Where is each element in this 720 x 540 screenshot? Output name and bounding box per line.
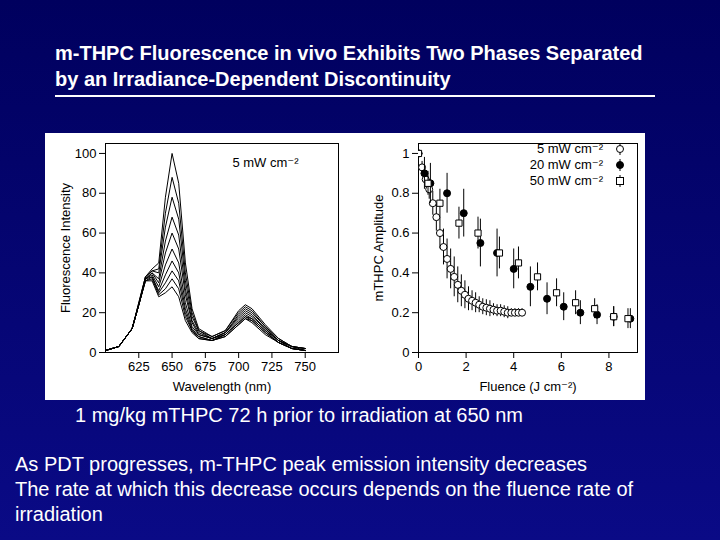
svg-text:100: 100 bbox=[75, 146, 97, 161]
svg-text:Fluorescence Intensity: Fluorescence Intensity bbox=[58, 182, 73, 313]
svg-text:8: 8 bbox=[605, 359, 612, 374]
svg-text:20: 20 bbox=[82, 305, 96, 320]
svg-text:750: 750 bbox=[294, 359, 316, 374]
html-text:m-THPC Fluorescence in vivo Ex: m-THPC Fluorescence in vivo Exhibits Two… bbox=[55, 42, 643, 90]
svg-text:675: 675 bbox=[195, 359, 217, 374]
svg-text:Fluence (J cm⁻²): Fluence (J cm⁻²) bbox=[479, 379, 576, 394]
svg-text:1: 1 bbox=[402, 146, 409, 161]
svg-text:6: 6 bbox=[558, 359, 565, 374]
svg-text:mTHPC Amplitude: mTHPC Amplitude bbox=[371, 195, 386, 302]
svg-text:700: 700 bbox=[228, 359, 250, 374]
svg-text:5 mW cm⁻²: 5 mW cm⁻² bbox=[232, 155, 299, 170]
svg-text:0: 0 bbox=[89, 345, 96, 360]
html-text:As PDT progresses, m-THPC peak: As PDT progresses, m-THPC peak emission … bbox=[15, 453, 588, 475]
svg-text:650: 650 bbox=[161, 359, 183, 374]
svg-text:2: 2 bbox=[462, 359, 469, 374]
svg-text:Wavelength (nm): Wavelength (nm) bbox=[173, 379, 272, 394]
svg-text:60: 60 bbox=[82, 225, 96, 240]
svg-text:0: 0 bbox=[415, 359, 422, 374]
svg-text:625: 625 bbox=[128, 359, 150, 374]
svg-text:0.8: 0.8 bbox=[391, 185, 409, 200]
html-text:The rate at which this decreas: The rate at which this decrease occurs d… bbox=[15, 478, 634, 525]
svg-text:0.2: 0.2 bbox=[391, 305, 409, 320]
svg-text:40: 40 bbox=[82, 265, 96, 280]
svg-text:0.4: 0.4 bbox=[391, 265, 409, 280]
html-text:20 mW cm⁻²: 20 mW cm⁻² bbox=[529, 157, 603, 172]
html-text:1 mg/kg mTHPC 72 h prior to ir: 1 mg/kg mTHPC 72 h prior to irradiation … bbox=[75, 404, 523, 426]
html-text:5 mW cm⁻²: 5 mW cm⁻² bbox=[536, 141, 603, 156]
svg-text:0: 0 bbox=[402, 345, 409, 360]
html-text:50 mW cm⁻²: 50 mW cm⁻² bbox=[529, 173, 603, 188]
svg-text:725: 725 bbox=[261, 359, 283, 374]
svg-text:80: 80 bbox=[82, 185, 96, 200]
svg-text:0.6: 0.6 bbox=[391, 225, 409, 240]
svg-text:4: 4 bbox=[510, 359, 517, 374]
